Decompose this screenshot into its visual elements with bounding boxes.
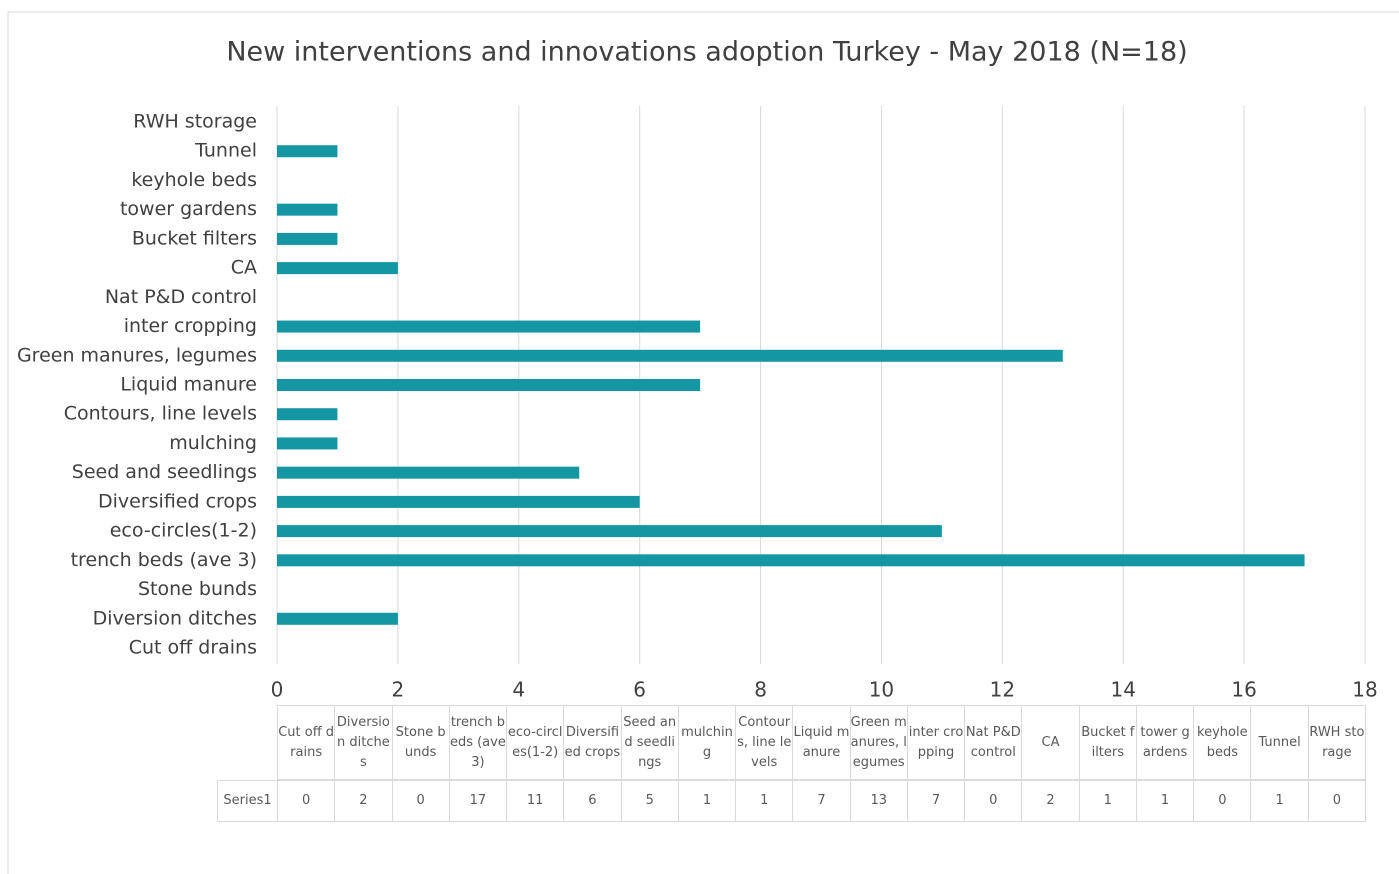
table-header: inter cropping <box>906 705 966 780</box>
table-cell: 0 <box>1307 780 1366 822</box>
table-cell: 1 <box>1135 780 1195 822</box>
table-header: RWH storage <box>1307 705 1366 780</box>
x-tick-label: 8 <box>754 678 767 702</box>
y-tick-label: Bucket filters <box>132 227 257 249</box>
table-header: tower gardens <box>1135 705 1195 780</box>
x-tick-label: 6 <box>633 678 646 702</box>
bar <box>277 495 640 508</box>
table-cell: 11 <box>506 780 565 822</box>
y-tick-label: trench beds (ave 3) <box>71 549 257 571</box>
table-cell: 2 <box>334 780 393 822</box>
table-cell: 1 <box>1078 780 1137 822</box>
y-tick-label: tower gardens <box>120 198 257 220</box>
table-cell: 7 <box>906 780 966 822</box>
table-header: eco-circles(1-2) <box>506 705 565 780</box>
table-cell: 7 <box>792 780 851 822</box>
table-cell: 0 <box>391 780 450 822</box>
table-header: Contours, line levels <box>735 705 794 780</box>
x-tick-label: 10 <box>869 678 894 702</box>
table-header: CA <box>1021 705 1080 780</box>
table-header: Diversion ditches <box>334 705 393 780</box>
y-tick-label: mulching <box>169 432 257 454</box>
bar <box>277 612 398 625</box>
bar <box>277 408 338 421</box>
table-cell: 6 <box>563 780 622 822</box>
table-header: Bucket filters <box>1078 705 1137 780</box>
table-cell: 1 <box>1250 780 1309 822</box>
x-tick-label: 16 <box>1231 678 1256 702</box>
table-header: Nat P&D control <box>964 705 1023 780</box>
x-tick-label: 0 <box>271 678 284 702</box>
table-header: Diversified crops <box>563 705 622 780</box>
x-tick-label: 2 <box>392 678 405 702</box>
bar <box>277 232 338 245</box>
bar <box>277 437 338 450</box>
y-tick-label: Seed and seedlings <box>72 461 257 483</box>
y-tick-label: Stone bunds <box>138 578 257 600</box>
table-cell: 0 <box>1193 780 1252 822</box>
x-tick-label: 18 <box>1352 678 1377 702</box>
y-tick-label: CA <box>231 257 257 279</box>
bar <box>277 262 398 275</box>
table-header: Tunnel <box>1250 705 1309 780</box>
y-tick-label: Liquid manure <box>120 374 257 396</box>
bar <box>277 379 701 391</box>
table-row-header: Series1 <box>217 780 278 822</box>
table-header: trench beds (ave 3) <box>448 705 508 780</box>
x-tick-label: 4 <box>512 678 525 702</box>
table-cell: 1 <box>677 780 737 822</box>
bar <box>277 349 1063 362</box>
y-tick-label: eco-circles(1-2) <box>110 520 257 542</box>
table-cell: 13 <box>849 780 908 822</box>
table-header: Stone bunds <box>391 705 450 780</box>
table-header: Seed and seedlings <box>620 705 679 780</box>
table-cell: 5 <box>620 780 679 822</box>
y-tick-label: Diversion ditches <box>93 607 257 629</box>
y-tick-label: keyhole beds <box>131 169 257 191</box>
x-tick-label: 12 <box>990 678 1015 702</box>
y-tick-label: Nat P&D control <box>105 286 257 308</box>
table-cell: 0 <box>277 780 336 822</box>
table-cell: 1 <box>735 780 794 822</box>
table-header: Green manures, legumes <box>849 705 908 780</box>
table-header: mulching <box>677 705 737 780</box>
chart-title: New interventions and innovations adopti… <box>226 37 1187 68</box>
table-header: Cut off drains <box>277 705 336 780</box>
y-tick-label: RWH storage <box>133 111 257 133</box>
bar <box>277 203 338 216</box>
y-tick-label: Diversified crops <box>98 490 257 512</box>
bar <box>277 525 942 538</box>
bar <box>277 466 580 479</box>
table-cell: 17 <box>448 780 508 822</box>
table-header: Liquid manure <box>792 705 851 780</box>
table-header: keyhole beds <box>1193 705 1252 780</box>
y-tick-label: Cut off drains <box>129 637 257 659</box>
y-tick-label: Green manures, legumes <box>17 344 257 366</box>
table-cell: 2 <box>1021 780 1080 822</box>
bar <box>277 554 1305 567</box>
y-tick-label: inter cropping <box>124 315 257 337</box>
table-cell: 0 <box>964 780 1023 822</box>
y-tick-label: Contours, line levels <box>64 403 257 425</box>
x-tick-label: 14 <box>1110 678 1135 702</box>
bar <box>277 320 701 333</box>
y-tick-label: Tunnel <box>194 140 257 162</box>
bar <box>277 145 338 158</box>
